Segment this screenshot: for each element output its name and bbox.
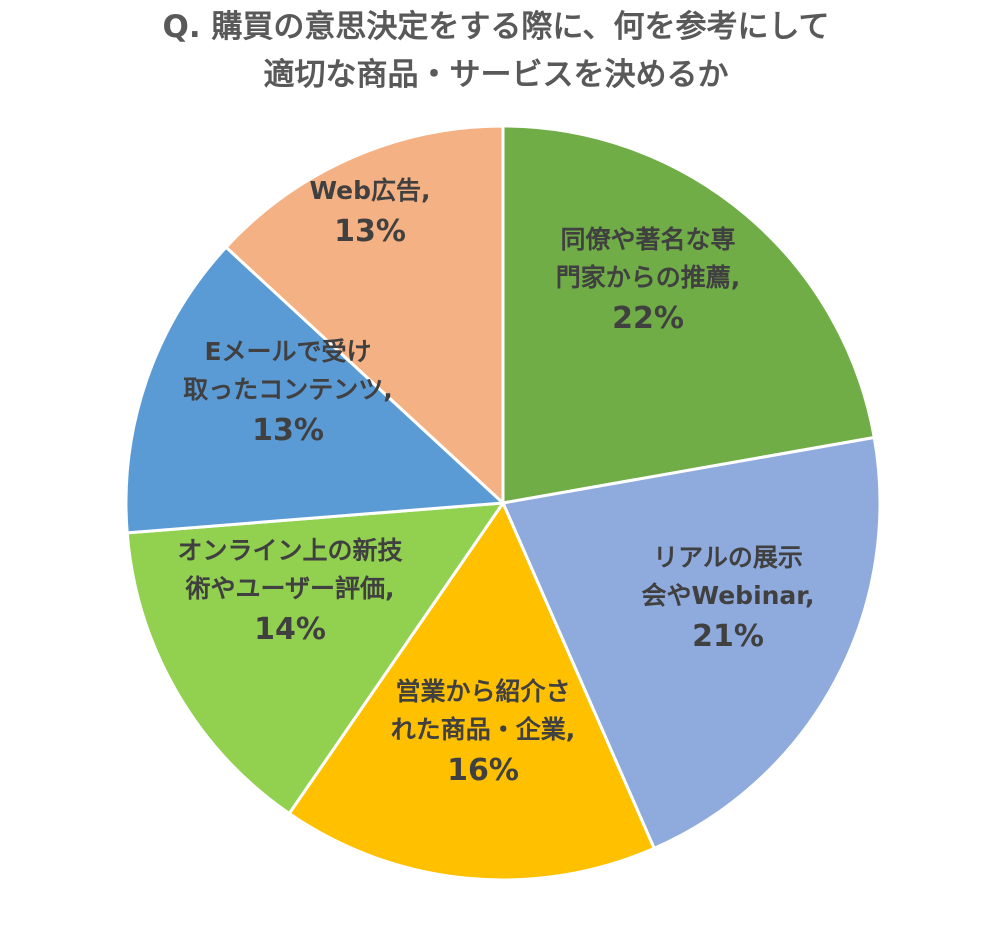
slice-label-6-line-1: Web広告, bbox=[309, 176, 430, 205]
pie-slice-1 bbox=[501, 124, 877, 505]
slice-label-1-line-2: 門家からの推薦, bbox=[556, 263, 741, 292]
chart-title-line1: Q. 購買の意思決定をする際に、何を参考にして bbox=[162, 9, 830, 45]
slice-label-3-line-2: れた商品・企業, bbox=[391, 715, 576, 744]
slice-value-1: 22% bbox=[612, 301, 684, 336]
pie-slice-5 bbox=[124, 245, 507, 535]
chart-title-line2: 適切な商品・サービスを決めるか bbox=[263, 57, 729, 93]
slice-label-2-line-1: リアルの展示 bbox=[653, 543, 803, 572]
slice-value-3: 16% bbox=[447, 753, 519, 788]
slice-label-2-line-2: 会やWebinar, bbox=[642, 581, 815, 610]
slice-label-1-line-1: 同僚や著名な専 bbox=[560, 225, 735, 254]
slice-label-5-line-2: 取ったコンテンツ, bbox=[183, 375, 393, 404]
pie-slice-3 bbox=[287, 499, 657, 882]
slice-value-4: 14% bbox=[254, 612, 326, 647]
slice-label-4-line-1: オンライン上の新技 bbox=[177, 536, 402, 565]
slice-label-5-line-1: Eメールで受け bbox=[204, 337, 371, 366]
slice-value-5: 13% bbox=[252, 413, 324, 448]
slice-label-3-line-1: 営業から紹介さ bbox=[395, 677, 570, 706]
pie-slice-4 bbox=[125, 501, 507, 816]
slice-label-4-line-2: 術やユーザー評価, bbox=[185, 574, 395, 603]
slice-value-2: 21% bbox=[692, 619, 764, 654]
pie-slice-6 bbox=[223, 124, 505, 507]
pie-slice-2 bbox=[500, 435, 882, 851]
slice-value-6: 13% bbox=[334, 214, 406, 249]
